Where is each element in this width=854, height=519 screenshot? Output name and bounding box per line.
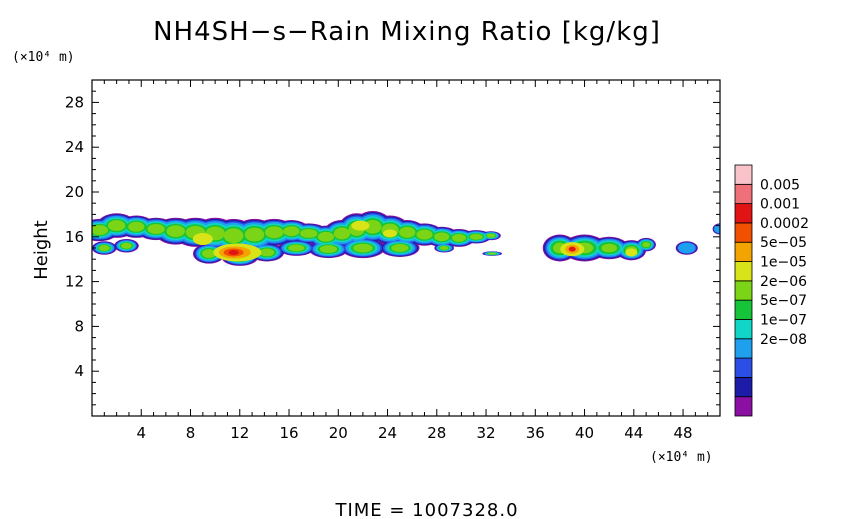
x-unit-label: (×10⁴ m) — [650, 450, 713, 465]
peak-cell — [192, 233, 213, 246]
colorbar-swatch — [734, 396, 753, 417]
chart-title: NH4SH−s−Rain Mixing Ratio [kg/kg] — [153, 17, 661, 47]
colorbar-label: 0.0002 — [760, 216, 809, 232]
x-tick-label: 28 — [427, 424, 446, 442]
colorbar-swatch — [734, 319, 753, 340]
y-tick-label: 12 — [65, 273, 84, 291]
contour-cell — [714, 224, 720, 234]
colorbar-label: 2e−06 — [760, 274, 807, 290]
field-layers — [92, 211, 720, 266]
y-tick-labels: 4 8 12 16 20 24 28 — [65, 93, 84, 380]
contour-layer — [92, 219, 651, 261]
colorbar-swatch — [734, 222, 753, 243]
contour-cell — [439, 246, 449, 250]
colorbar-swatch — [734, 357, 753, 378]
contour-cell — [353, 243, 373, 253]
y-tick-label: 8 — [74, 317, 84, 335]
contour-cell — [317, 231, 335, 242]
x-tick-label: 12 — [230, 424, 249, 442]
time-label: TIME = 1007328.0 — [334, 500, 518, 519]
x-tick-label: 4 — [136, 424, 146, 442]
colorbar-swatch — [734, 338, 753, 359]
colorbar-swatch — [734, 261, 753, 282]
contour-cell — [391, 244, 409, 252]
y-tick-label: 4 — [74, 362, 84, 380]
colorbar-swatch — [734, 183, 753, 205]
contour-cell — [121, 242, 132, 249]
contour-cell — [259, 248, 275, 257]
contour-cell — [487, 252, 497, 255]
colorbar-label: 1e−05 — [760, 255, 807, 271]
axis-ticks — [92, 80, 720, 416]
x-tick-label: 48 — [674, 424, 693, 442]
contour-cell — [333, 227, 351, 240]
colorbar: 0.005 0.001 0.0002 5e−05 1e−05 2e−06 5e−07 1e−0… — [734, 164, 809, 417]
contour-cell — [469, 233, 483, 240]
contour-cell — [166, 225, 185, 238]
contour-cell — [147, 224, 165, 234]
contour-cell — [300, 229, 318, 238]
contour-cell — [223, 228, 244, 244]
colorbar-label: 0.005 — [760, 177, 800, 193]
contour-cell — [434, 232, 450, 242]
contour-cell — [399, 226, 416, 238]
x-tick-label: 16 — [279, 424, 298, 442]
contour-cell — [319, 245, 338, 254]
contour-cell — [283, 226, 300, 237]
x-tick-label: 36 — [526, 424, 545, 442]
colorbar-label: 2e−08 — [760, 332, 807, 348]
plot-fields — [92, 211, 720, 266]
x-tick-label: 40 — [575, 424, 594, 442]
contour-cell — [201, 249, 217, 259]
colorbar-swatch — [734, 164, 753, 185]
x-tick-label: 8 — [186, 424, 196, 442]
peak-cell — [382, 229, 397, 238]
y-axis-label: Height — [31, 220, 52, 280]
contour-cell — [244, 227, 265, 242]
contour-cell — [92, 225, 109, 236]
contour-cell — [265, 226, 284, 239]
colorbar-swatch — [734, 203, 753, 224]
peak-cell — [625, 248, 638, 257]
x-tick-labels: 4 8 12 16 20 24 28 32 36 40 44 48 — [136, 424, 692, 442]
colorbar-label: 5e−07 — [760, 293, 807, 309]
x-tick-label: 44 — [624, 424, 643, 442]
contour-cell — [107, 220, 126, 232]
peak-cell — [568, 246, 576, 252]
colorbar-swatch — [734, 280, 753, 301]
y-tick-label: 28 — [65, 93, 84, 111]
colorbar-swatch — [734, 376, 753, 398]
contour-cell — [451, 233, 466, 242]
colorbar-swatch — [734, 241, 753, 262]
x-tick-label: 24 — [378, 424, 397, 442]
contour-cell — [601, 243, 617, 253]
contour-cell — [288, 244, 305, 252]
contour-cell — [364, 219, 382, 234]
contour-cell — [642, 241, 651, 248]
contour-cell — [678, 242, 696, 254]
x-tick-label: 20 — [329, 424, 348, 442]
y-tick-label: 16 — [65, 228, 84, 246]
x-tick-label: 32 — [476, 424, 495, 442]
colorbar-swatch — [734, 299, 753, 320]
y-tick-label: 24 — [65, 138, 84, 156]
colorbar-label: 0.001 — [760, 197, 800, 213]
contour-cell — [98, 245, 110, 251]
contour-cell — [128, 221, 145, 232]
contour-cell — [416, 229, 433, 240]
peak-cell — [228, 249, 239, 255]
peak-spots — [192, 220, 638, 262]
peak-cell — [351, 220, 370, 231]
y-tick-label: 20 — [65, 183, 84, 201]
contour-cell — [486, 233, 496, 238]
colorbar-label: 5e−05 — [760, 235, 807, 251]
colorbar-label: 1e−07 — [760, 312, 807, 328]
y-unit-label: (×10⁴ m) — [12, 50, 75, 65]
